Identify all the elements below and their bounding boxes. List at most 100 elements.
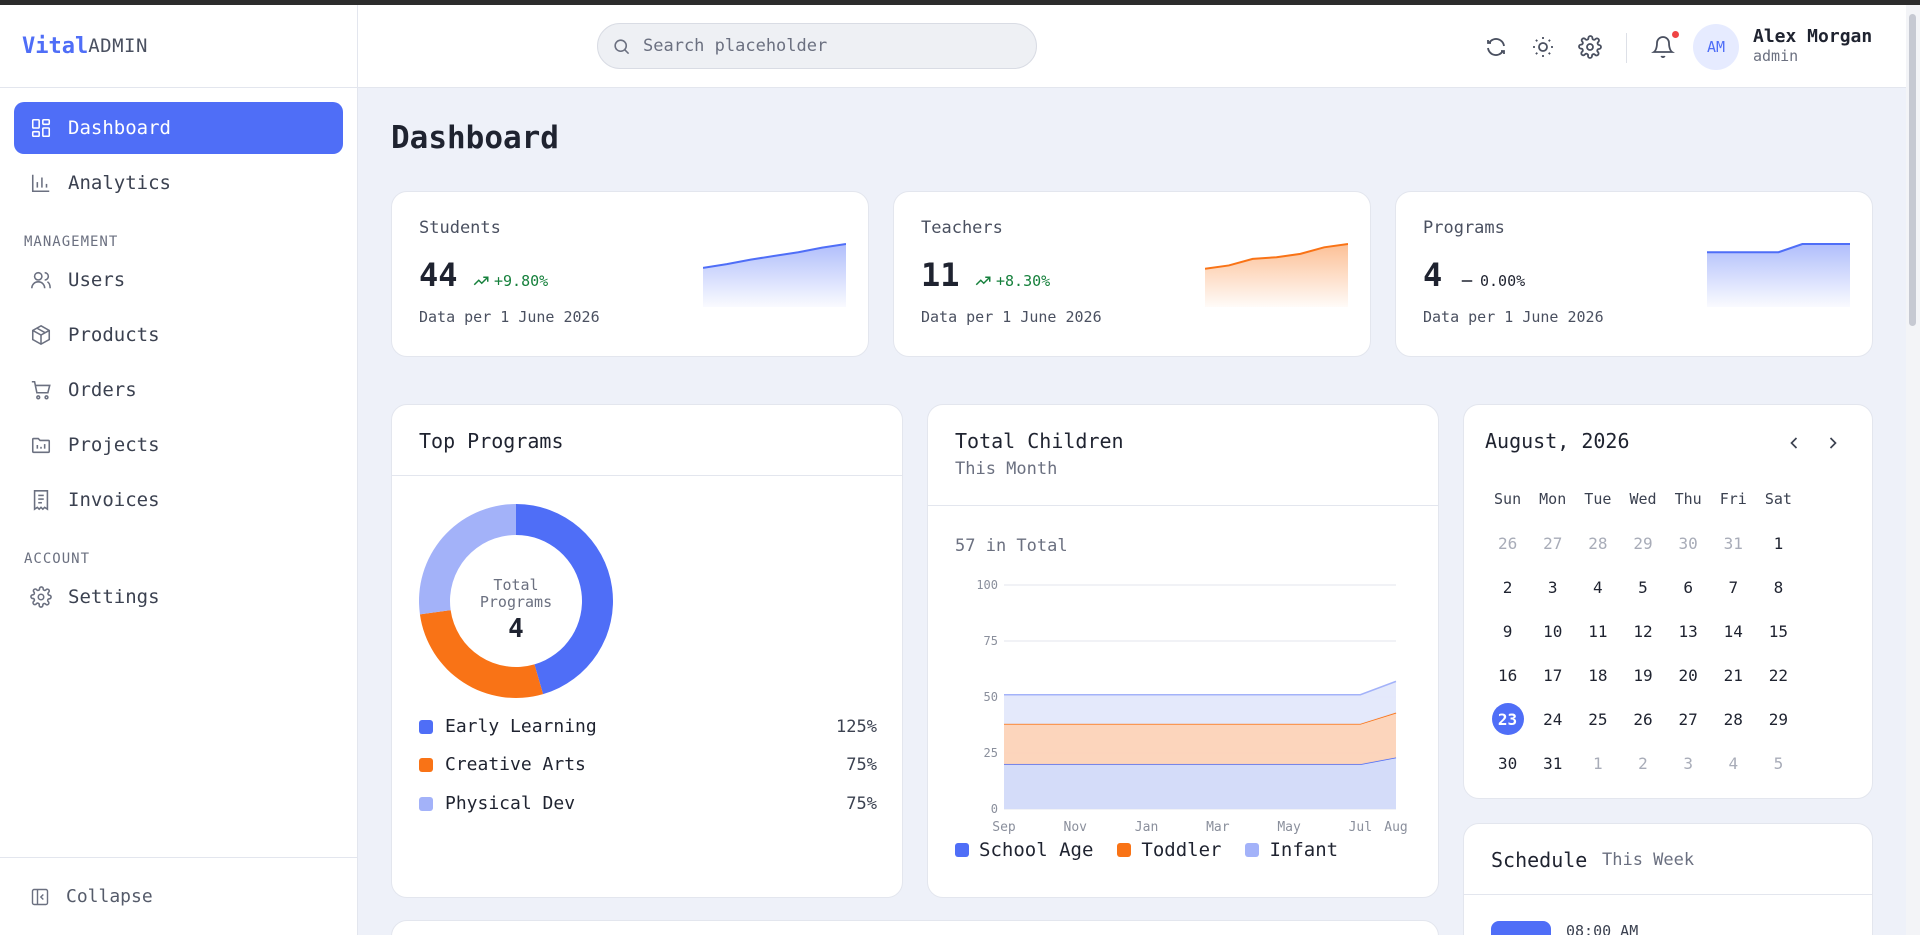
bottom-card <box>391 920 1439 935</box>
calendar-day[interactable]: 5 <box>1773 753 1784 773</box>
calendar-prev-button[interactable] <box>1784 433 1804 453</box>
sparkline-area <box>703 244 846 307</box>
program-legend-item[interactable]: Early Learning 125% <box>419 716 877 737</box>
calendar-day[interactable]: 14 <box>1723 621 1743 641</box>
calendar-day[interactable]: 15 <box>1768 621 1789 641</box>
calendar-day[interactable]: 27 <box>1543 533 1563 553</box>
donut-slice-early-learning[interactable] <box>516 504 613 695</box>
calendar-day[interactable]: 9 <box>1502 621 1513 641</box>
calendar-day[interactable]: 4 <box>1728 753 1739 773</box>
collapse-button[interactable]: Collapse <box>0 857 357 935</box>
calendar-day[interactable]: 30 <box>1678 533 1698 553</box>
stat-note: Data per 1 June 2026 <box>419 308 600 326</box>
calendar-day[interactable]: 1 <box>1773 533 1784 553</box>
total-children-card: Total Children This Month 57 in Total 0 2… <box>927 404 1439 898</box>
avatar[interactable]: AM <box>1693 24 1739 70</box>
trend-flat-icon <box>1461 280 1473 282</box>
calendar-day[interactable]: 19 <box>1633 665 1653 685</box>
calendar-day[interactable]: 13 <box>1678 621 1698 641</box>
sidebar-item-label: Analytics <box>68 172 171 194</box>
sidebar-item-analytics[interactable]: Analytics <box>14 157 343 209</box>
calendar-day[interactable]: 24 <box>1543 709 1563 729</box>
calendar-title: August, 2026 <box>1485 429 1630 453</box>
refresh-button[interactable] <box>1484 35 1508 59</box>
calendar-day[interactable]: 11 <box>1588 621 1608 641</box>
calendar-day-today[interactable]: 23 <box>1485 703 1530 735</box>
donut-slice-physical-dev[interactable] <box>419 504 516 615</box>
trend-up-icon <box>975 276 991 286</box>
legend-item-toddler[interactable]: Toddler <box>1117 839 1221 861</box>
calendar-day[interactable]: 26 <box>1497 533 1518 553</box>
calendar-day[interactable]: 1 <box>1593 753 1603 773</box>
refresh-icon <box>1487 38 1505 56</box>
calendar-day[interactable]: 6 <box>1683 577 1693 597</box>
calendar-day[interactable]: 27 <box>1678 709 1698 729</box>
calendar-day[interactable]: 12 <box>1633 621 1653 641</box>
search-input[interactable] <box>643 36 1023 56</box>
sidebar-item-products[interactable]: Products <box>14 309 343 361</box>
settings-button[interactable] <box>1578 35 1602 59</box>
calendar-day[interactable]: 26 <box>1633 709 1653 729</box>
y-tick-label: 100 <box>976 578 998 592</box>
program-legend-item[interactable]: Creative Arts 75% <box>419 754 877 775</box>
x-tick-label: Jan <box>1135 820 1158 835</box>
donut-slice-creative-arts[interactable] <box>419 610 544 698</box>
section-title-management: MANAGEMENT <box>24 234 119 250</box>
card-title: Schedule <box>1491 848 1588 872</box>
calendar-day[interactable]: 17 <box>1543 665 1563 685</box>
calendar-day[interactable]: 7 <box>1728 577 1739 597</box>
calendar-day[interactable]: 29 <box>1768 709 1789 729</box>
scrollbar-thumb[interactable] <box>1909 14 1916 326</box>
calendar-day[interactable]: 3 <box>1683 753 1693 773</box>
legend-item-infant[interactable]: Infant <box>1245 839 1338 861</box>
calendar-next-button[interactable] <box>1823 433 1843 453</box>
calendar-day[interactable]: 3 <box>1547 577 1558 597</box>
calendar-day[interactable]: 21 <box>1723 665 1743 685</box>
sidebar-item-users[interactable]: Users <box>14 254 343 306</box>
calendar-day[interactable]: 2 <box>1638 753 1648 773</box>
sidebar-item-projects[interactable]: Projects <box>14 419 343 471</box>
theme-toggle-button[interactable] <box>1531 35 1555 59</box>
calendar-day[interactable]: 28 <box>1588 533 1608 553</box>
calendar-day[interactable]: 22 <box>1768 665 1789 685</box>
calendar-day[interactable]: 8 <box>1773 577 1784 597</box>
calendar-day[interactable]: 31 <box>1723 533 1743 553</box>
user-name[interactable]: Alex Morgan <box>1753 26 1873 47</box>
card-divider <box>392 475 902 476</box>
sidebar-item-invoices[interactable]: Invoices <box>14 474 343 526</box>
schedule-event-marker[interactable] <box>1491 921 1551 935</box>
search-bar[interactable] <box>597 23 1037 69</box>
legend-dot <box>419 796 433 811</box>
calendar-day[interactable]: 4 <box>1593 577 1603 597</box>
notifications-button[interactable] <box>1651 35 1675 59</box>
calendar-day[interactable]: 30 <box>1497 753 1518 773</box>
program-legend-item[interactable]: Physical Dev 75% <box>419 793 877 814</box>
legend-dot <box>1117 843 1132 857</box>
stat-change-value: +9.80% <box>494 272 549 290</box>
sidebar-item-label: Settings <box>68 586 160 608</box>
sidebar-item-settings[interactable]: Settings <box>14 571 343 623</box>
calendar-grid: Sun Mon Tue Wed Thu Fri Sat 26 27 28 29 30 31 1 2 3 4 5 6 7… <box>1485 477 1801 785</box>
calendar-day[interactable]: 28 <box>1723 709 1743 729</box>
sidebar-item-dashboard[interactable]: Dashboard <box>14 102 343 154</box>
legend-item-school-age[interactable]: School Age <box>955 839 1093 861</box>
calendar-day[interactable]: 25 <box>1588 709 1608 729</box>
calendar-day[interactable]: 2 <box>1502 577 1513 597</box>
sidebar-item-orders[interactable]: Orders <box>14 364 343 416</box>
calendar-day[interactable]: 16 <box>1497 665 1518 685</box>
calendar-day[interactable]: 18 <box>1588 665 1608 685</box>
card-title: Total Children <box>955 429 1124 453</box>
users-icon <box>31 271 51 289</box>
collapse-sidebar-icon <box>31 888 49 905</box>
calendar-day[interactable]: 31 <box>1543 753 1563 773</box>
calendar-day[interactable]: 20 <box>1678 665 1698 685</box>
calendar-day[interactable]: 10 <box>1543 621 1563 641</box>
y-tick-label: 0 <box>991 802 998 816</box>
brand-logo[interactable]: Vital ADMIN <box>0 5 357 88</box>
calendar-day[interactable]: 29 <box>1633 533 1653 553</box>
weekday-label: Wed <box>1629 490 1657 508</box>
calendar-week-row: 2 3 4 5 6 7 8 <box>1485 565 1801 609</box>
dashboard-icon <box>31 118 51 138</box>
stat-change: +9.80% <box>472 272 548 290</box>
calendar-day[interactable]: 5 <box>1638 577 1648 597</box>
